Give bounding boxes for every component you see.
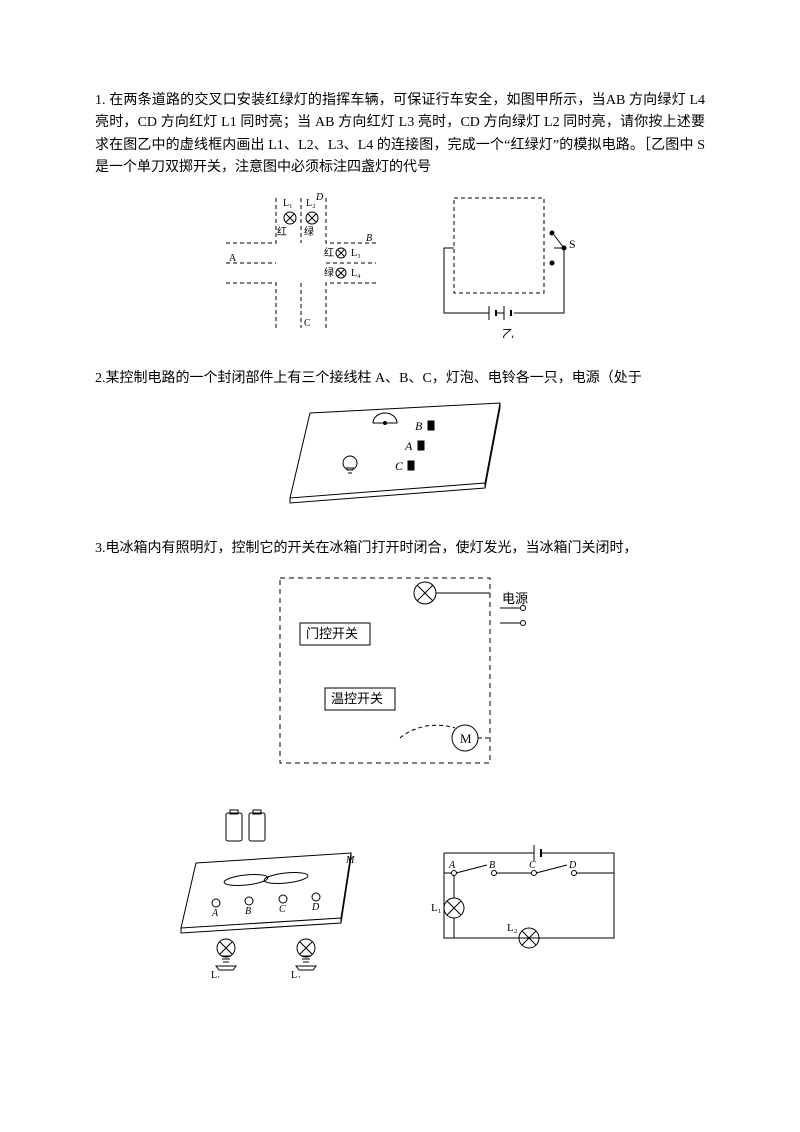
q4j-A: A bbox=[211, 908, 219, 919]
q4j-L1: L₁ bbox=[211, 970, 221, 978]
question-4: A B C D M L₁ L₂ bbox=[95, 808, 705, 978]
q3-figure: 门控开关 温控开关 电源 M bbox=[95, 568, 705, 778]
q1-lv1: 绿 bbox=[304, 225, 314, 238]
question-1: 1. 在两条道路的交叉口安装红绿灯的指挥车辆，可保证行车安全，如图甲所示，当AB… bbox=[95, 90, 705, 338]
q1-B: B bbox=[366, 233, 372, 244]
question-3: 3.电冰箱内有照明灯，控制它的开关在冰箱门打开时闭合，使灯发光，当冰箱门关闭时， bbox=[95, 538, 705, 778]
question-2: 2.某控制电路的一个封闭部件上有三个接线柱 A、B、C，灯泡、电铃各一只，电源（… bbox=[95, 368, 705, 508]
q3-temp: 温控开关 bbox=[331, 691, 383, 706]
q3-door: 门控开关 bbox=[306, 626, 358, 641]
q1-text: 1. 在两条道路的交叉口安装红绿灯的指挥车辆，可保证行车安全，如图甲所示，当AB… bbox=[95, 90, 705, 180]
q1-label-L1: L₁ bbox=[283, 198, 293, 209]
q1-fig-yi: S 乙 bbox=[434, 188, 584, 338]
q4j-D: D bbox=[311, 902, 320, 913]
q2-B: B bbox=[415, 419, 423, 433]
q3-power: 电源 bbox=[502, 591, 528, 606]
q1-C: C bbox=[304, 318, 311, 329]
q4-figures: A B C D M L₁ L₂ bbox=[95, 808, 705, 978]
q4j-B: B bbox=[245, 906, 251, 917]
q2-board: B A C bbox=[270, 398, 530, 508]
q4j-C: C bbox=[279, 904, 286, 915]
q4-fig-yi: A B C D L₁ L₂ bbox=[429, 823, 629, 963]
q1-lv2: 绿 bbox=[324, 266, 334, 279]
q2-text: 2.某控制电路的一个封闭部件上有三个接线柱 A、B、C，灯泡、电铃各一只，电源（… bbox=[95, 368, 705, 390]
q4y-L2: L₂ bbox=[507, 922, 518, 934]
q3-text: 3.电冰箱内有照明灯，控制它的开关在冰箱门打开时闭合，使灯发光，当冰箱门关闭时， bbox=[95, 538, 705, 560]
q3-circuit: 门控开关 温控开关 电源 M bbox=[250, 568, 550, 778]
q1-S: S bbox=[569, 237, 576, 251]
q1-figures: L₁ L₂ L₃ L₄ 红 绿 红 绿 A B C D bbox=[95, 188, 705, 338]
q4-fig-jia: A B C D M L₁ L₂ bbox=[171, 808, 381, 978]
q4y-A: A bbox=[448, 860, 456, 871]
q1-hong2: 红 bbox=[324, 246, 334, 259]
q1-label-L2: L₂ bbox=[306, 198, 316, 209]
q3-M: M bbox=[460, 731, 472, 746]
q1-hong1: 红 bbox=[277, 225, 287, 238]
q4y-D: D bbox=[568, 860, 577, 871]
q2-figure: B A C bbox=[95, 398, 705, 508]
q4y-C: C bbox=[529, 860, 536, 871]
q2-A: A bbox=[404, 439, 413, 453]
q1-D: D bbox=[315, 192, 324, 203]
q1-fig-jia: L₁ L₂ L₃ L₄ 红 绿 红 绿 A B C D bbox=[216, 188, 386, 338]
q4y-L1: L₁ bbox=[431, 902, 442, 914]
q1-yi-cap: 乙 bbox=[502, 327, 514, 338]
q4y-B: B bbox=[489, 860, 495, 871]
q4j-M: M bbox=[345, 855, 355, 866]
q1-label-L3: L₃ bbox=[351, 248, 361, 259]
q1-A: A bbox=[229, 253, 237, 264]
q4j-L2: L₂ bbox=[291, 970, 301, 978]
q1-label-L4: L₄ bbox=[351, 268, 361, 279]
q2-C: C bbox=[395, 459, 404, 473]
